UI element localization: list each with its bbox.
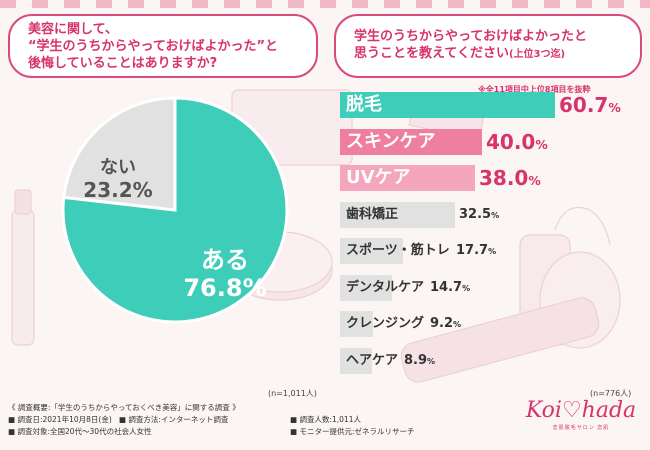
- bar-chart-note: ※全11項目中上位8項目を抜粋: [478, 85, 591, 94]
- bar-value-unit: %: [608, 100, 621, 115]
- right-question-line1: 学生のうちからやっておけばよかったと: [354, 29, 587, 44]
- bar-value-unit: %: [462, 284, 471, 293]
- bar-value-number: 40.0: [486, 130, 536, 154]
- survey-method: ■ 調査方法:インターネット調査: [118, 415, 229, 424]
- bar-category-label: デンタルケア: [346, 280, 425, 295]
- survey-overview: 《 調査概要:「学生のうちからやっておくべき美容」に関する調査 》 ■ 調査日:…: [8, 402, 415, 438]
- bar-fill: [340, 129, 482, 155]
- right-question-box: 学生のうちからやっておけばよかったと 思うことを教えてください(上位3つ迄): [334, 14, 642, 78]
- bar-value-label: 9.2%: [430, 311, 461, 337]
- pie-chart-svg: [61, 96, 289, 324]
- bar-value-label: 60.7%: [559, 92, 621, 118]
- bar-value-number: 17.7: [456, 243, 489, 258]
- bar-row: スポーツ・筋トレ 17.7%: [340, 238, 640, 264]
- bar-fill: [340, 92, 555, 118]
- survey-count: ■ 調査人数:1,011人: [290, 415, 361, 424]
- left-question-line1: 美容に関して、: [28, 22, 118, 37]
- left-question-box: 美容に関して、 “学生のうちからやっておけばよかった”と 後悔していることはあり…: [8, 14, 318, 78]
- bar-row: スキンケア 40.0%: [340, 129, 640, 155]
- bar-row: 歯科矯正 32.5%: [340, 202, 640, 228]
- bar-value-unit: %: [453, 320, 462, 329]
- bar-value-unit: %: [528, 173, 541, 188]
- pie-label-yes-value: 76.8%: [183, 273, 267, 302]
- bar-row: デンタルケア 14.7%: [340, 275, 640, 301]
- left-question-line3: 後悔していることはありますか?: [28, 56, 218, 71]
- bar-value-number: 8.9: [404, 353, 428, 368]
- bar-fill: [340, 348, 372, 374]
- bar-value-unit: %: [491, 211, 500, 220]
- bar-chart: 脱毛 60.7% スキンケア 40.0% UVケア 38.0% 歯科矯正 32.5% スポーツ・…: [340, 92, 640, 384]
- bar-category-label: 歯科矯正: [346, 207, 399, 222]
- bar-value-label: 40.0%: [486, 129, 548, 155]
- bar-value-label: 38.0%: [479, 165, 541, 191]
- survey-title: 《 調査概要:「学生のうちからやっておくべき美容」に関する調査 》: [8, 403, 240, 412]
- bar-value-label: 8.9%: [404, 348, 435, 374]
- pie-slice-no: [62, 96, 177, 212]
- bar-fill: [340, 202, 455, 228]
- bar-value-unit: %: [535, 137, 548, 152]
- pie-label-yes: ある 76.8%: [170, 246, 280, 302]
- pie-label-no-value: 23.2%: [83, 177, 153, 202]
- pie-label-no-text: ない: [100, 157, 136, 178]
- bar-value-label: 14.7%: [430, 275, 470, 301]
- bar-sample-size: (n=776人): [590, 389, 632, 398]
- bar-value-number: 60.7: [559, 93, 609, 117]
- bar-fill: [340, 311, 373, 337]
- pie-chart: [60, 95, 290, 325]
- top-stripe-border: [0, 0, 650, 8]
- bar-value-number: 38.0: [479, 166, 529, 190]
- bar-category-label: UVケア: [346, 167, 411, 188]
- bar-category-label: ヘアケア: [346, 353, 399, 368]
- bar-category-label: クレンジング: [346, 316, 425, 331]
- survey-target: ■ 調査対象:全国20代〜30代の社会人女性: [8, 427, 152, 436]
- bar-value-label: 17.7%: [456, 238, 496, 264]
- brand-logo-mark: Koi♡hada: [525, 398, 637, 423]
- survey-provider: ■ モニター提供元:ゼネラルリサーチ: [290, 427, 415, 436]
- bar-row: 脱毛 60.7%: [340, 92, 640, 118]
- bar-fill: [340, 165, 475, 191]
- pie-label-no: ない 23.2%: [68, 157, 168, 202]
- bar-row: クレンジング 9.2%: [340, 311, 640, 337]
- bar-value-number: 32.5: [459, 207, 492, 222]
- bar-row: ヘアケア 8.9%: [340, 348, 640, 374]
- bar-value-unit: %: [488, 247, 497, 256]
- bar-value-number: 14.7: [430, 280, 463, 295]
- survey-date: ■ 調査日:2021年10月8日(金): [8, 415, 112, 424]
- bar-row: UVケア 38.0%: [340, 165, 640, 191]
- bar-value-label: 32.5%: [459, 202, 499, 228]
- bar-category-label: スポーツ・筋トレ: [346, 243, 450, 258]
- pie-sample-size: (n=1,011人): [268, 389, 317, 398]
- bar-category-label: スキンケア: [346, 131, 436, 152]
- brand-logo: Koi♡hada 恋肌脱毛サロン 恋肌: [520, 398, 642, 431]
- bar-value-number: 9.2: [430, 316, 454, 331]
- bar-fill: [340, 275, 392, 301]
- pie-label-yes-text: ある: [201, 246, 249, 274]
- left-question-line2: “学生のうちからやっておけばよかった”と: [28, 39, 279, 54]
- right-question-line2: 思うことを教えてください: [354, 46, 509, 61]
- right-question-paren: (上位3つ迄): [508, 49, 566, 60]
- brand-logo-subtext: 恋肌脱毛サロン 恋肌: [552, 425, 610, 431]
- bar-category-label: 脱毛: [346, 94, 382, 115]
- bar-fill: [340, 238, 403, 264]
- bar-value-unit: %: [427, 357, 436, 366]
